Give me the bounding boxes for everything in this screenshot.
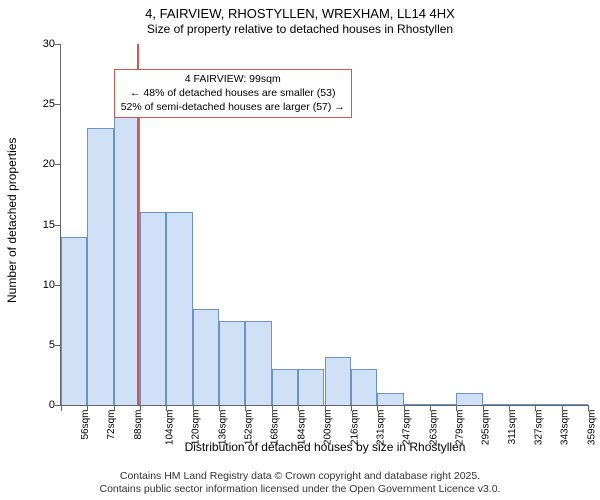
- x-tick: [404, 405, 405, 411]
- y-tick-label: 10: [27, 279, 55, 291]
- histogram-bar: [272, 369, 298, 405]
- x-tick: [456, 405, 457, 411]
- y-tick-label: 5: [27, 339, 55, 351]
- x-tick: [272, 405, 273, 411]
- x-axis-label: Distribution of detached houses by size …: [60, 440, 590, 454]
- callout-line: 52% of semi-detached houses are larger (…: [121, 101, 345, 115]
- footer-line1: Contains HM Land Registry data © Crown c…: [0, 470, 600, 483]
- x-tick-label: 72sqm: [106, 410, 117, 440]
- y-tick-label: 0: [27, 399, 55, 411]
- y-tick-label: 20: [27, 158, 55, 170]
- histogram-bar: [61, 237, 87, 405]
- x-tick: [483, 405, 484, 411]
- x-tick: [535, 405, 536, 411]
- x-tick: [351, 405, 352, 411]
- histogram-bar: [298, 369, 324, 405]
- histogram-bar: [535, 404, 561, 405]
- histogram-bar: [456, 393, 482, 405]
- histogram-bar: [219, 321, 245, 405]
- chart-title: 4, FAIRVIEW, RHOSTYLLEN, WREXHAM, LL14 4…: [0, 6, 600, 21]
- histogram-bar: [404, 404, 430, 405]
- footer-line2: Contains public sector information licen…: [0, 483, 600, 496]
- x-tick: [166, 405, 167, 411]
- x-tick: [298, 405, 299, 411]
- callout-box: 4 FAIRVIEW: 99sqm← 48% of detached house…: [114, 69, 352, 118]
- histogram-bar: [377, 393, 403, 405]
- y-tick: [55, 164, 61, 165]
- x-tick: [219, 405, 220, 411]
- x-tick: [114, 405, 115, 411]
- x-tick: [562, 405, 563, 411]
- y-tick: [55, 44, 61, 45]
- x-tick: [377, 405, 378, 411]
- y-tick: [55, 104, 61, 105]
- x-tick: [245, 405, 246, 411]
- x-tick: [509, 405, 510, 411]
- x-tick: [430, 405, 431, 411]
- callout-line: ← 48% of detached houses are smaller (53…: [121, 87, 345, 101]
- histogram-bar: [245, 321, 271, 405]
- histogram-bar: [562, 404, 588, 405]
- y-axis-label: Number of detached properties: [4, 0, 20, 440]
- histogram-bar: [430, 404, 456, 405]
- x-tick: [588, 405, 589, 411]
- y-tick: [55, 225, 61, 226]
- chart-plot-area: 05101520253056sqm72sqm88sqm104sqm120sqm1…: [60, 44, 588, 406]
- x-tick: [140, 405, 141, 411]
- chart-subtitle: Size of property relative to detached ho…: [0, 22, 600, 36]
- histogram-bar: [483, 404, 509, 405]
- histogram-bar: [509, 404, 535, 405]
- histogram-bar: [193, 309, 219, 405]
- histogram-bar: [166, 212, 192, 405]
- histogram-bar: [140, 212, 166, 405]
- x-tick-label: 88sqm: [133, 410, 144, 440]
- y-tick-label: 25: [27, 98, 55, 110]
- footer-attribution: Contains HM Land Registry data © Crown c…: [0, 470, 600, 496]
- histogram-bar: [114, 104, 140, 405]
- histogram-bar: [87, 128, 113, 405]
- callout-line: 4 FAIRVIEW: 99sqm: [121, 73, 345, 87]
- histogram-bar: [325, 357, 351, 405]
- y-tick-label: 15: [27, 219, 55, 231]
- x-tick: [61, 405, 62, 411]
- x-tick: [193, 405, 194, 411]
- y-tick-label: 30: [27, 38, 55, 50]
- x-tick: [87, 405, 88, 411]
- x-tick-label: 56sqm: [80, 410, 91, 440]
- histogram-bar: [351, 369, 377, 405]
- x-tick: [325, 405, 326, 411]
